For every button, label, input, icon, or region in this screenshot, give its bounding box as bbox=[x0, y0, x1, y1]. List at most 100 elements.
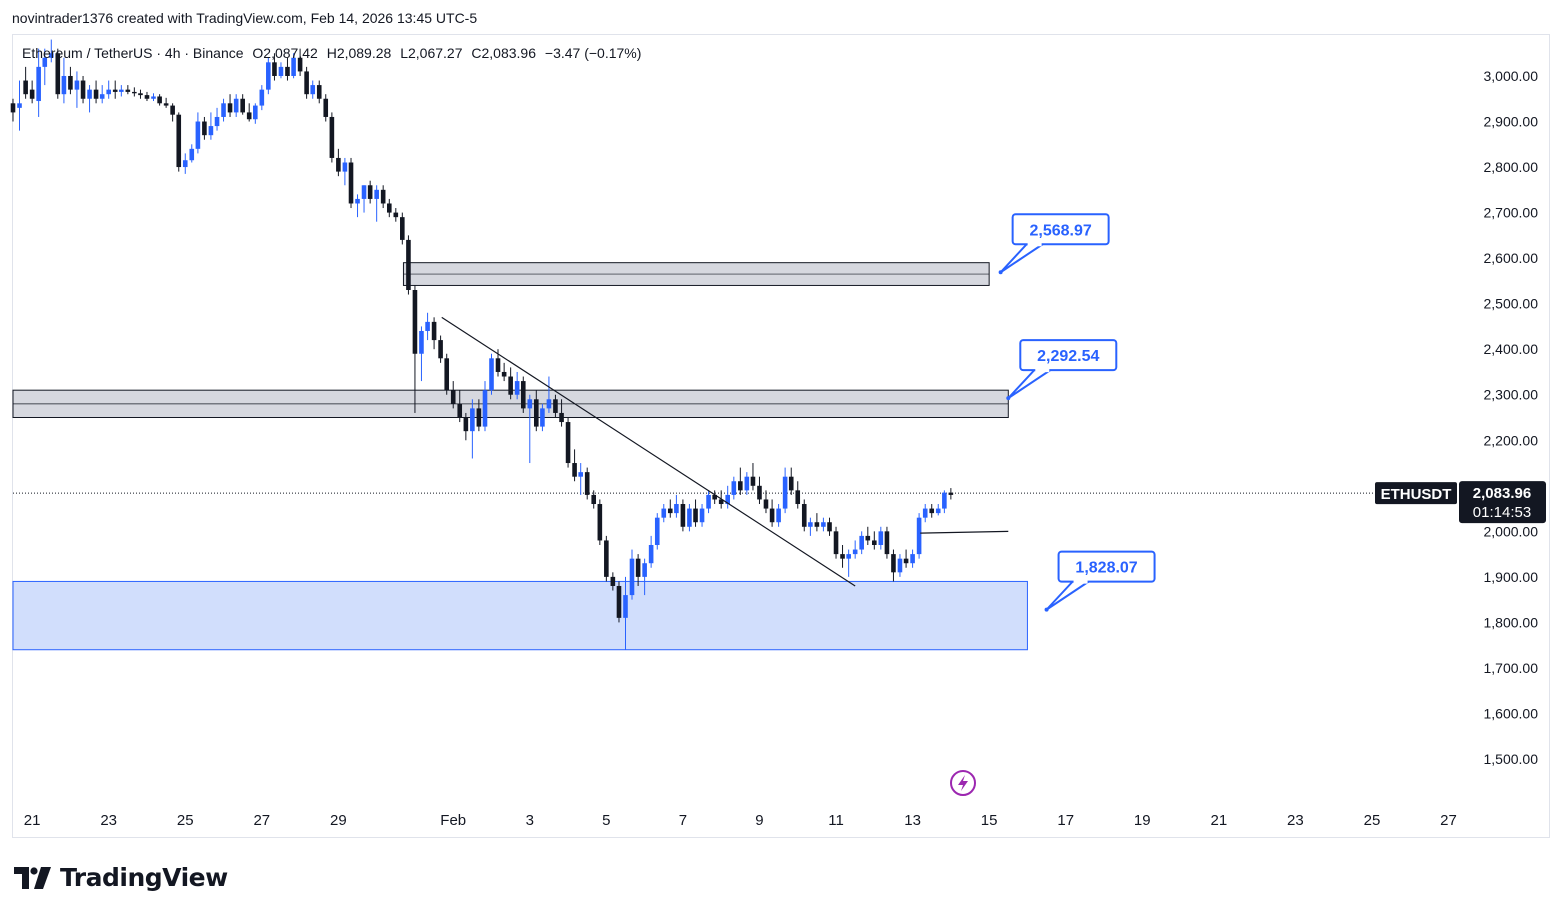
price-callout-3[interactable]: 1,828.07 bbox=[1044, 550, 1156, 612]
candle bbox=[712, 490, 717, 505]
candle bbox=[706, 490, 711, 514]
candle bbox=[272, 53, 277, 81]
trendline-1[interactable] bbox=[441, 316, 856, 587]
candle-body bbox=[304, 71, 309, 95]
candle bbox=[910, 549, 915, 568]
candle-body bbox=[342, 162, 348, 172]
candle-body bbox=[99, 94, 105, 99]
candle-body bbox=[170, 105, 175, 115]
candle bbox=[119, 85, 124, 97]
candle-body bbox=[233, 98, 239, 113]
candle bbox=[138, 89, 143, 99]
candle-body bbox=[112, 89, 118, 92]
candle-body bbox=[208, 126, 214, 136]
candle bbox=[400, 212, 405, 245]
candle bbox=[374, 185, 379, 222]
candle-body bbox=[680, 504, 686, 527]
candle-body bbox=[891, 554, 896, 573]
price-tag-value: 2,083.96 bbox=[1473, 485, 1531, 502]
candle-body bbox=[738, 481, 743, 491]
candle bbox=[489, 353, 494, 395]
callout-box bbox=[1011, 213, 1110, 246]
candle bbox=[648, 535, 654, 568]
candle-body bbox=[23, 80, 28, 95]
candles-layer bbox=[10, 39, 954, 650]
candle-body bbox=[29, 89, 35, 99]
legend-symbol[interactable]: Ethereum / TetherUS · 4h · Binance bbox=[22, 45, 244, 61]
legend-low: L2,067.27 bbox=[400, 45, 463, 61]
candle bbox=[297, 48, 303, 76]
candle-body bbox=[17, 103, 22, 108]
candle-body bbox=[859, 535, 864, 550]
zones-layer bbox=[12, 262, 1028, 651]
x-tick-label: 5 bbox=[602, 812, 610, 829]
candle bbox=[757, 476, 762, 505]
candle bbox=[182, 153, 188, 174]
candle bbox=[99, 85, 105, 104]
candle-body bbox=[769, 508, 775, 523]
candle bbox=[546, 376, 552, 413]
candle bbox=[501, 362, 507, 382]
legend-close: C2,083.96 bbox=[471, 45, 536, 61]
price-tag-group: ETHUSDT 2,083.96 01:14:53 bbox=[1375, 481, 1546, 524]
candle bbox=[55, 48, 61, 99]
candle bbox=[240, 94, 245, 115]
candle bbox=[431, 317, 437, 350]
candle bbox=[476, 399, 482, 432]
candle-body bbox=[470, 408, 475, 432]
candle bbox=[444, 353, 450, 395]
candle-body bbox=[157, 96, 162, 104]
candle bbox=[814, 513, 820, 532]
price-callout-1[interactable]: 2,568.97 bbox=[998, 213, 1110, 275]
price-callout-2[interactable]: 2,292.54 bbox=[1006, 339, 1118, 401]
candle-body bbox=[61, 75, 67, 95]
candle bbox=[782, 467, 788, 514]
callout-label: 2,292.54 bbox=[1037, 348, 1099, 365]
y-tick-label: 2,700.00 bbox=[1484, 205, 1539, 221]
trendline-2[interactable] bbox=[920, 530, 1009, 534]
candle bbox=[891, 549, 896, 582]
candle bbox=[151, 93, 156, 102]
ticker-tag-label: ETHUSDT bbox=[1381, 486, 1452, 503]
candle-body bbox=[929, 508, 935, 514]
candle-body bbox=[533, 399, 539, 427]
candle-body bbox=[214, 116, 220, 127]
candle-body bbox=[846, 554, 851, 559]
candle-body bbox=[272, 62, 277, 76]
callout-pointer bbox=[999, 243, 1044, 274]
tradingview-logo[interactable]: TradingView bbox=[14, 863, 228, 892]
callout-anchor bbox=[1044, 607, 1049, 612]
y-tick-label: 1,700.00 bbox=[1484, 660, 1539, 676]
y-tick-label: 2,400.00 bbox=[1484, 341, 1539, 357]
candle bbox=[48, 39, 54, 63]
candle bbox=[654, 513, 660, 550]
x-tick-label: 19 bbox=[1134, 812, 1151, 829]
candle bbox=[929, 504, 935, 518]
candle-body bbox=[814, 522, 820, 527]
candle bbox=[527, 394, 533, 464]
candle bbox=[916, 513, 922, 559]
candle bbox=[827, 517, 832, 536]
candle bbox=[635, 554, 641, 586]
candle bbox=[112, 80, 118, 99]
lightning-icon[interactable] bbox=[950, 770, 976, 796]
candle bbox=[884, 526, 890, 559]
candle bbox=[520, 376, 526, 413]
candle-body bbox=[782, 476, 788, 509]
ticker-tag[interactable] bbox=[1375, 482, 1457, 505]
candle-body bbox=[674, 504, 679, 514]
candle bbox=[253, 103, 258, 124]
candle bbox=[840, 545, 845, 568]
candle-body bbox=[865, 535, 871, 541]
candle-body bbox=[795, 490, 801, 505]
zone-3[interactable] bbox=[12, 580, 1028, 651]
y-tick-label: 2,500.00 bbox=[1484, 296, 1539, 312]
callout-joint bbox=[1035, 368, 1050, 373]
candle-body bbox=[348, 162, 354, 204]
tradingview-wordmark: TradingView bbox=[60, 863, 228, 892]
candle bbox=[304, 66, 309, 99]
price-tag[interactable] bbox=[1459, 481, 1546, 524]
candle-body bbox=[540, 408, 545, 427]
candle-body bbox=[910, 554, 915, 564]
